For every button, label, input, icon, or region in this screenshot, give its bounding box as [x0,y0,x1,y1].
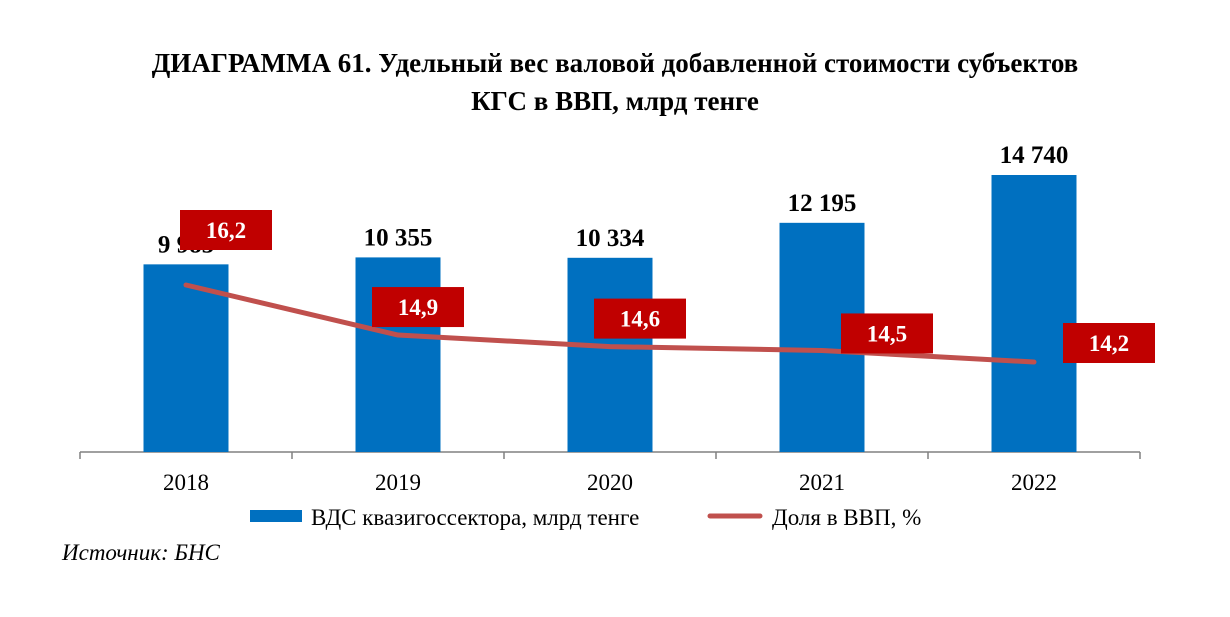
bar-value-label: 10 355 [364,224,433,251]
line-value-label: 14,2 [1089,331,1129,356]
chart-title-line-1: ДИАГРАММА 61. Удельный вес валовой добав… [151,48,1079,78]
line-series-dolya [183,282,1037,365]
x-tick-label: 2019 [375,470,421,495]
bar-value-label: 10 334 [576,225,645,252]
line-value-label: 14,5 [867,321,907,346]
line-label-box [372,287,464,328]
line-label-box [594,298,686,339]
line-label-box [180,210,272,250]
bar-value-label: 14 740 [1000,142,1069,169]
bar-2019 [355,257,441,452]
chart-title: ДИАГРАММА 61. Удельный вес валовой добав… [0,44,1230,120]
x-tick-label: 2022 [1011,470,1057,495]
legend-label-line: Доля в ВВП, % [772,505,921,530]
line-label-box [841,313,933,354]
line-value-label: 16,2 [206,218,246,243]
chart-title-line-2: КГС в ВВП, млрд тенге [471,86,759,116]
legend-label-bars: ВДС квазигоссектора, млрд тенге [311,505,639,530]
bar-2022 [991,175,1077,452]
bar-2020 [567,257,653,452]
x-tick-label: 2018 [163,470,209,495]
x-tick-label: 2021 [799,470,845,495]
bar-2018 [143,264,229,452]
line-label-box [1063,323,1155,363]
source-note: Источник: БНС [62,540,220,565]
x-tick-label: 2020 [587,470,633,495]
line-value-label: 14,9 [398,295,438,320]
bar-value-label: 12 195 [788,190,857,217]
legend-swatch-bars [250,510,302,522]
line-value-label: 14,6 [620,307,660,332]
